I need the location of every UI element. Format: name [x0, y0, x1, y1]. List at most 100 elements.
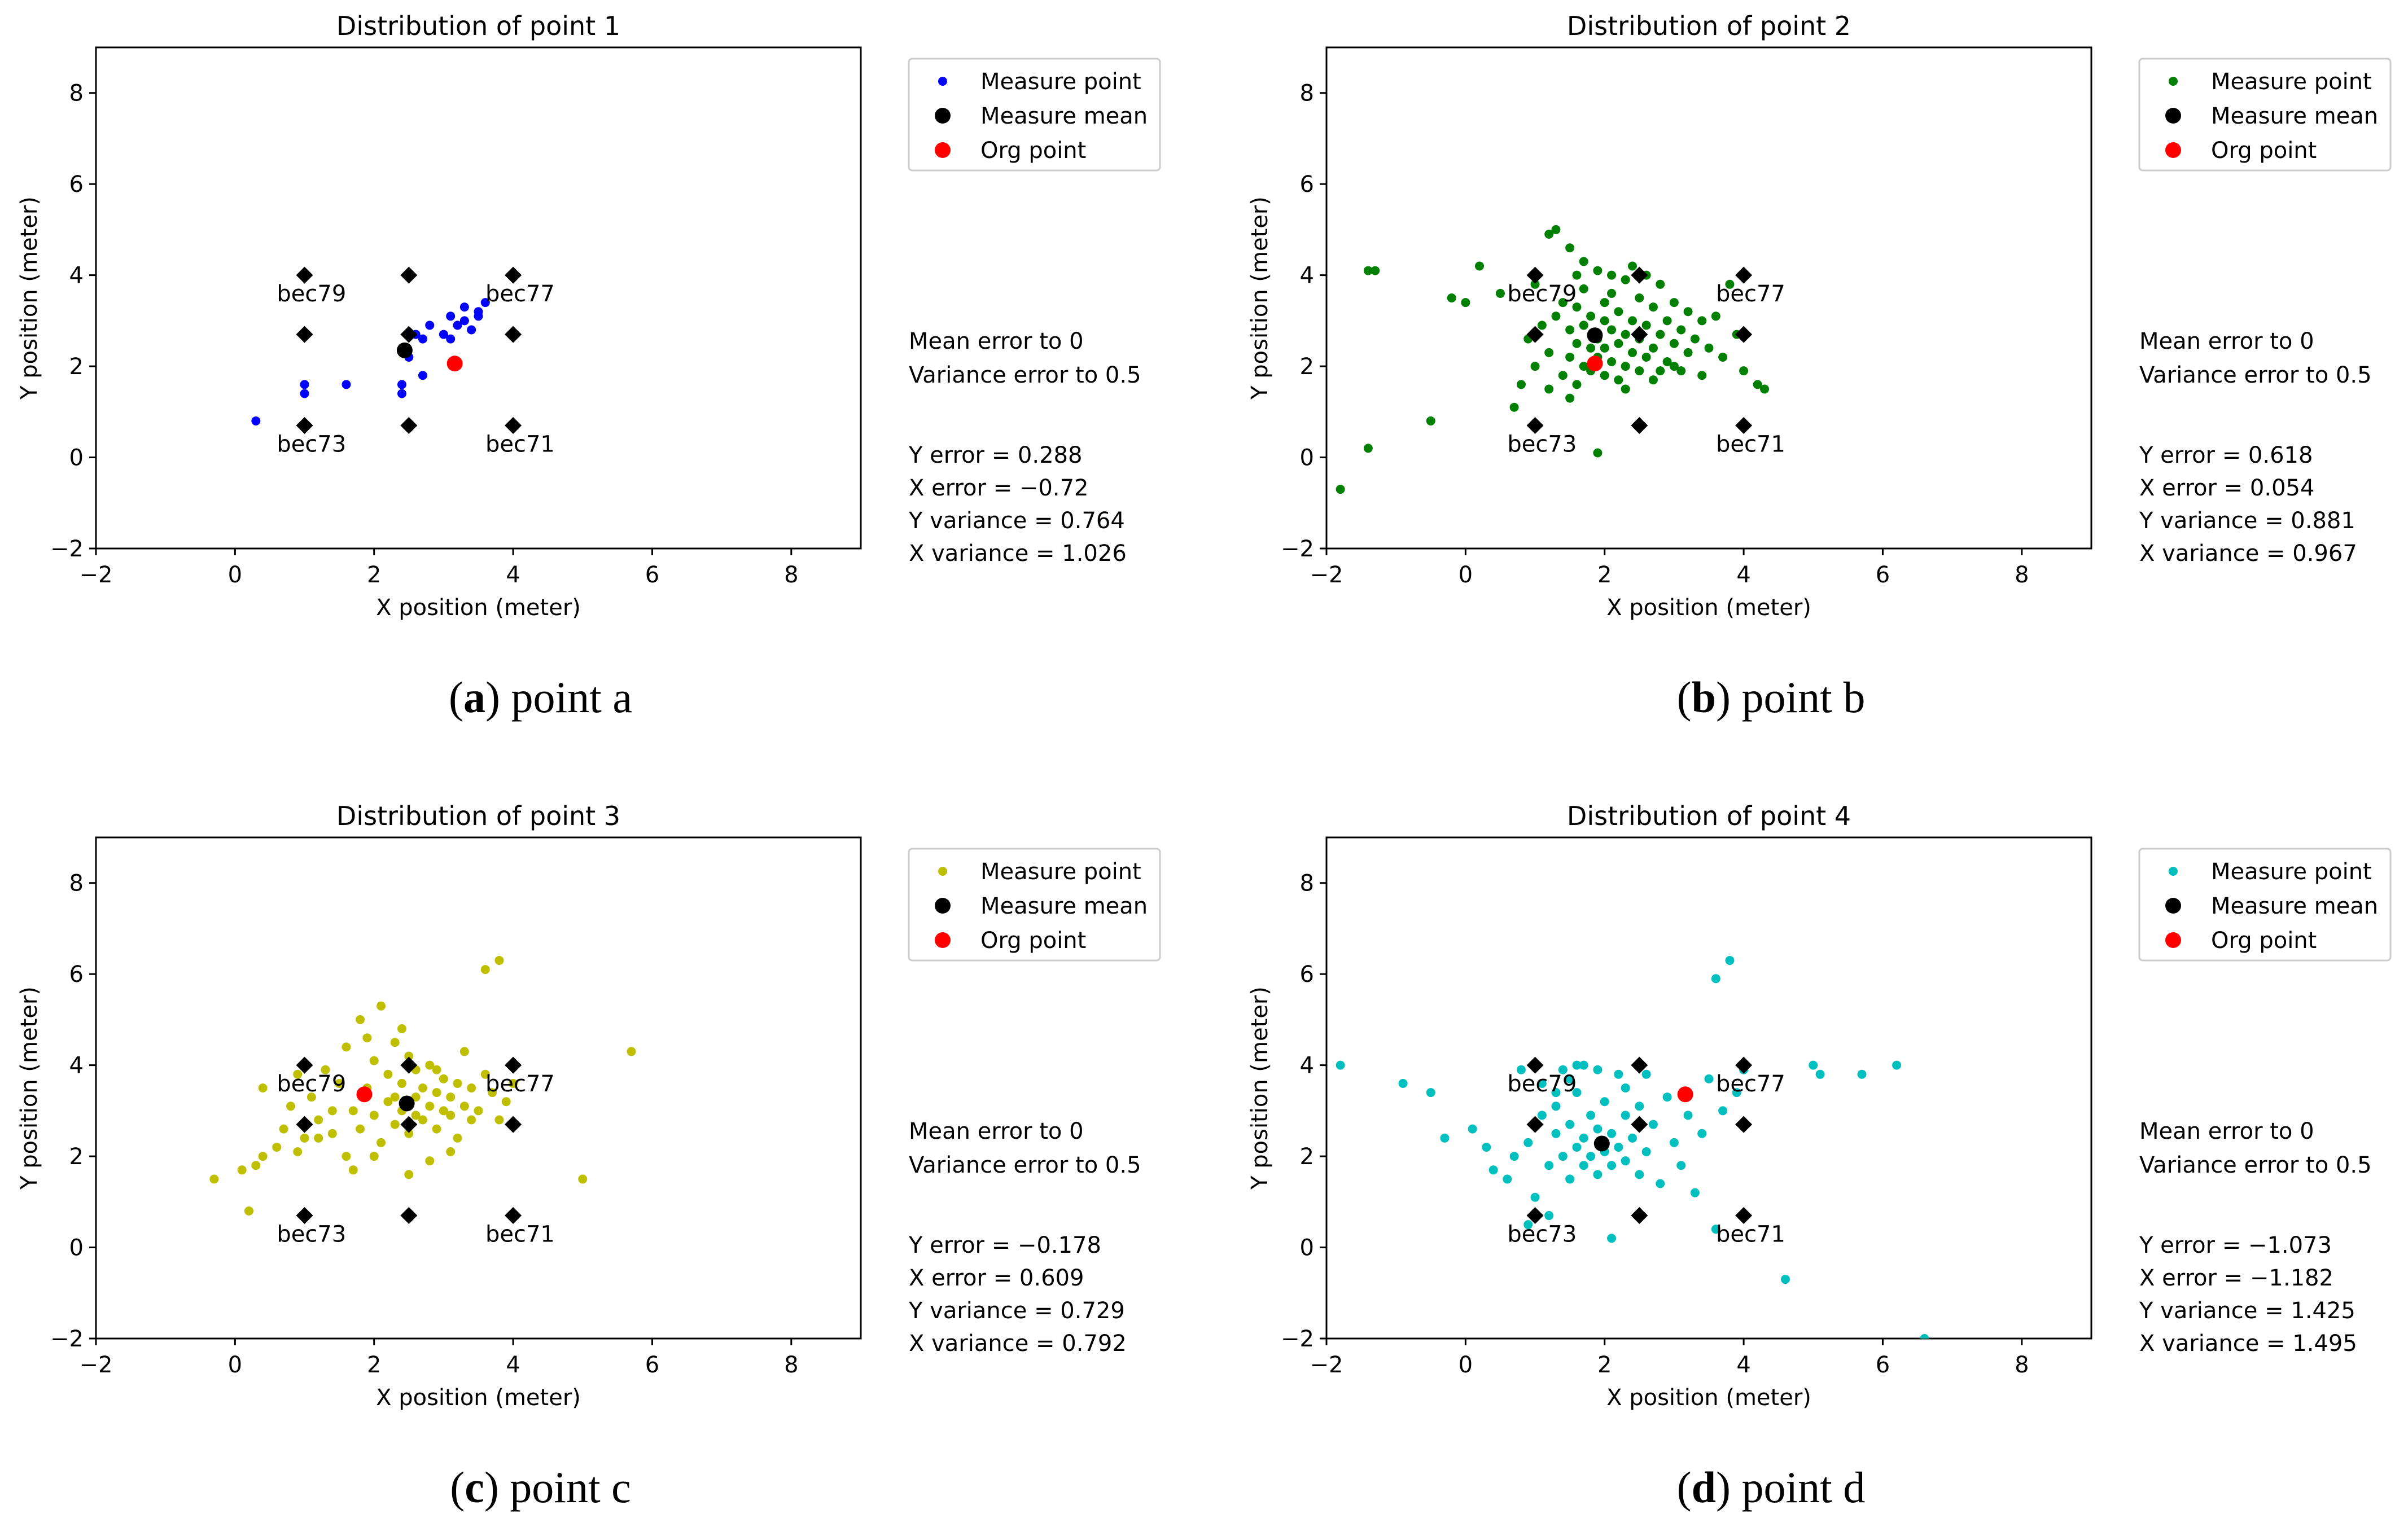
- measure-point: [376, 1001, 386, 1011]
- measure-point: [397, 389, 406, 398]
- stats-line: X variance = 0.967: [2139, 541, 2357, 567]
- measure-point: [474, 307, 483, 317]
- measure-point: [1440, 1133, 1450, 1143]
- beacon-marker: [1526, 326, 1544, 343]
- measure-point: [1648, 343, 1658, 353]
- measure-point: [1641, 321, 1651, 330]
- y-tick-label: 4: [1300, 263, 1314, 289]
- plot-area: [209, 955, 636, 1225]
- measure-point: [1544, 1211, 1554, 1221]
- x-axis-label: X position (meter): [1606, 1385, 1811, 1411]
- measure-point: [321, 1065, 330, 1074]
- measure-point: [1551, 225, 1561, 234]
- plot-title: Distribution of point 3: [336, 801, 620, 831]
- measure-point: [1656, 366, 1665, 376]
- beacon-marker: [505, 1056, 522, 1074]
- measure-point: [1461, 298, 1470, 308]
- x-tick-label: 0: [1459, 562, 1473, 588]
- measure-point: [1621, 275, 1630, 284]
- measure-point: [446, 1111, 456, 1120]
- measure-point: [459, 1102, 469, 1111]
- measure-point: [1739, 366, 1749, 376]
- measure-point: [1371, 266, 1380, 275]
- measure-point: [480, 298, 490, 308]
- measure-point: [258, 1083, 268, 1092]
- measure-point: [1530, 362, 1540, 371]
- stats-header: Mean error to 0: [2139, 1118, 2314, 1144]
- measure-point: [1690, 1188, 1700, 1197]
- x-axis-label: X position (meter): [376, 595, 581, 621]
- measure-point: [474, 1106, 483, 1116]
- y-tick-label: 8: [1300, 81, 1314, 107]
- y-tick-label: 6: [1300, 172, 1314, 198]
- measure-point: [1690, 334, 1700, 344]
- measure-point: [1676, 1161, 1686, 1170]
- x-tick-label: 2: [367, 562, 381, 588]
- measure-point: [1586, 343, 1596, 353]
- x-tick-label: 4: [506, 562, 520, 588]
- beacon-marker: [1526, 417, 1544, 435]
- beacon-label: bec79: [1507, 281, 1577, 307]
- measure-point: [1697, 371, 1707, 380]
- panel-b: Distribution of point 2 −2 0 2 4 6 8 −2 0 2 4 6 8 X p…: [1247, 11, 2392, 722]
- panel-c: Distribution of point 3 −2 0 2 4 6 8 −2 0 2 4 6 8 X p…: [16, 801, 1161, 1512]
- x-tick-label: −2: [1310, 562, 1343, 588]
- measure-point: [1565, 393, 1575, 403]
- plot-title: Distribution of point 4: [1567, 801, 1851, 831]
- measure-point: [1537, 1111, 1547, 1120]
- beacon-marker: [505, 1116, 522, 1133]
- measure-point: [1621, 362, 1630, 371]
- beacon-marker: [1631, 326, 1648, 343]
- measure-point: [1628, 348, 1637, 357]
- y-tick-label: 4: [69, 263, 84, 289]
- measure-point: [1718, 352, 1728, 362]
- legend-label: Measure point: [2211, 69, 2372, 95]
- stats-line: Y variance = 1.425: [2139, 1298, 2356, 1324]
- stats-header: Variance error to 0.5: [2139, 1152, 2372, 1178]
- measure-point: [1509, 402, 1519, 412]
- legend-marker: [2169, 77, 2178, 86]
- y-tick-label: 0: [1300, 445, 1314, 471]
- beacon-marker: [1735, 1116, 1753, 1133]
- measure-point: [1704, 343, 1714, 353]
- measure-point: [1586, 1111, 1596, 1120]
- measure-point: [1648, 302, 1658, 312]
- x-tick-label: 4: [506, 1352, 520, 1378]
- measure-point: [1920, 1334, 1929, 1339]
- measure-point: [1579, 362, 1588, 371]
- x-tick-label: 2: [367, 1352, 381, 1378]
- measure-point: [1551, 311, 1561, 321]
- measure-point: [1607, 357, 1617, 367]
- beacon-marker: [1735, 266, 1753, 284]
- beacon-marker: [400, 326, 418, 343]
- measure-point: [1641, 352, 1651, 362]
- measure-point: [418, 1083, 427, 1092]
- measure-point: [397, 1078, 406, 1088]
- measure-point: [1503, 1174, 1512, 1184]
- measure-point: [1336, 485, 1345, 494]
- measure-point: [439, 1074, 448, 1083]
- measure-point: [1516, 1065, 1526, 1074]
- measure-point: [1593, 1124, 1603, 1134]
- measure-point: [1572, 1142, 1582, 1152]
- org-point: [1587, 356, 1603, 372]
- measure-point: [1523, 1220, 1533, 1230]
- measure-point: [1635, 293, 1644, 302]
- measure-point: [1579, 1133, 1588, 1143]
- stats-line: Y variance = 0.729: [908, 1298, 1125, 1324]
- measure-point: [1711, 1225, 1720, 1234]
- panel-d: Distribution of point 4 −2 0 2 4 6 8 −2 0 2 4 6 8 X p…: [1247, 801, 2392, 1512]
- legend-label: Org point: [980, 138, 1086, 164]
- measure-point: [1509, 1152, 1519, 1161]
- measure-point: [1648, 1120, 1658, 1129]
- beacon-marker: [1526, 1116, 1544, 1133]
- measure-point: [432, 1088, 441, 1098]
- measure-point: [1579, 321, 1588, 330]
- stats-line: X error = −0.72: [909, 475, 1088, 501]
- measure-point: [1753, 380, 1762, 389]
- beacon-marker: [1526, 1056, 1544, 1074]
- measure-point: [300, 1133, 309, 1143]
- measure-point: [459, 316, 469, 326]
- measure-point: [369, 1056, 379, 1065]
